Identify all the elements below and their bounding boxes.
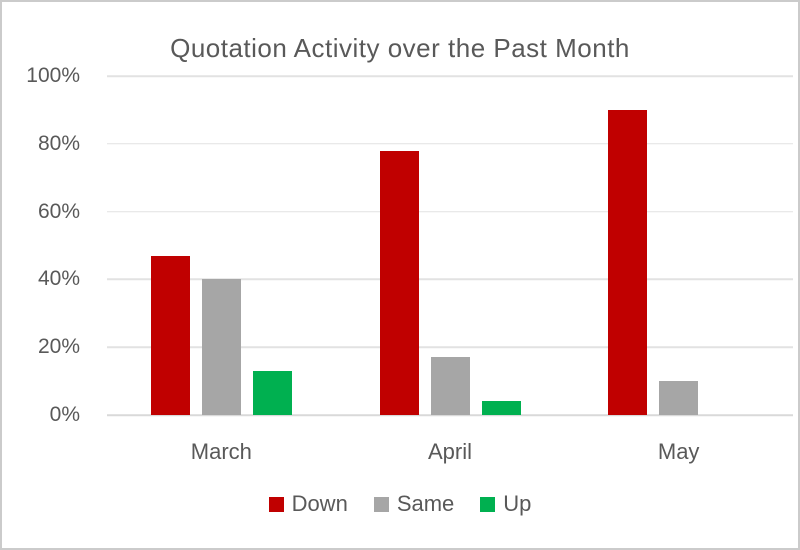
bar-same-may (659, 381, 699, 415)
gridline (107, 210, 793, 213)
legend-item-down: Down (268, 491, 348, 517)
bar-same-april (430, 357, 470, 415)
bar-same-march (201, 279, 241, 415)
plot-area (107, 75, 793, 416)
bar-down-march (150, 255, 190, 415)
y-tick-label: 60% (37, 199, 80, 223)
x-axis-label: May (657, 439, 700, 464)
legend-swatch-down (268, 496, 284, 512)
gridline (107, 346, 793, 348)
bar-down-april (379, 150, 419, 415)
bar-up-april (481, 401, 521, 415)
y-tick-label: 80% (37, 131, 80, 155)
legend-item-same: Same (373, 491, 455, 517)
x-axis-line (107, 414, 793, 416)
legend: Down Same Up (2, 491, 798, 517)
y-tick-label: 0% (49, 403, 80, 426)
x-axis-label: April (427, 439, 473, 464)
y-tick-label: 20% (37, 335, 80, 359)
legend-swatch-same (373, 496, 389, 512)
gridline (107, 278, 793, 281)
y-tick-label: 40% (37, 267, 80, 291)
y-tick-label: 100% (26, 64, 80, 87)
legend-label: Same (396, 491, 455, 516)
gridline (107, 75, 793, 77)
legend-label: Up (503, 491, 532, 516)
x-axis-label: March (190, 439, 252, 464)
gridline (107, 143, 793, 145)
bar-down-may (608, 109, 648, 415)
chart-title: Quotation Activity over the Past Month (170, 33, 630, 63)
legend-item-up: Up (480, 491, 531, 517)
legend-swatch-up (480, 496, 496, 512)
legend-label: Down (291, 491, 348, 516)
bar-up-march (252, 370, 292, 415)
